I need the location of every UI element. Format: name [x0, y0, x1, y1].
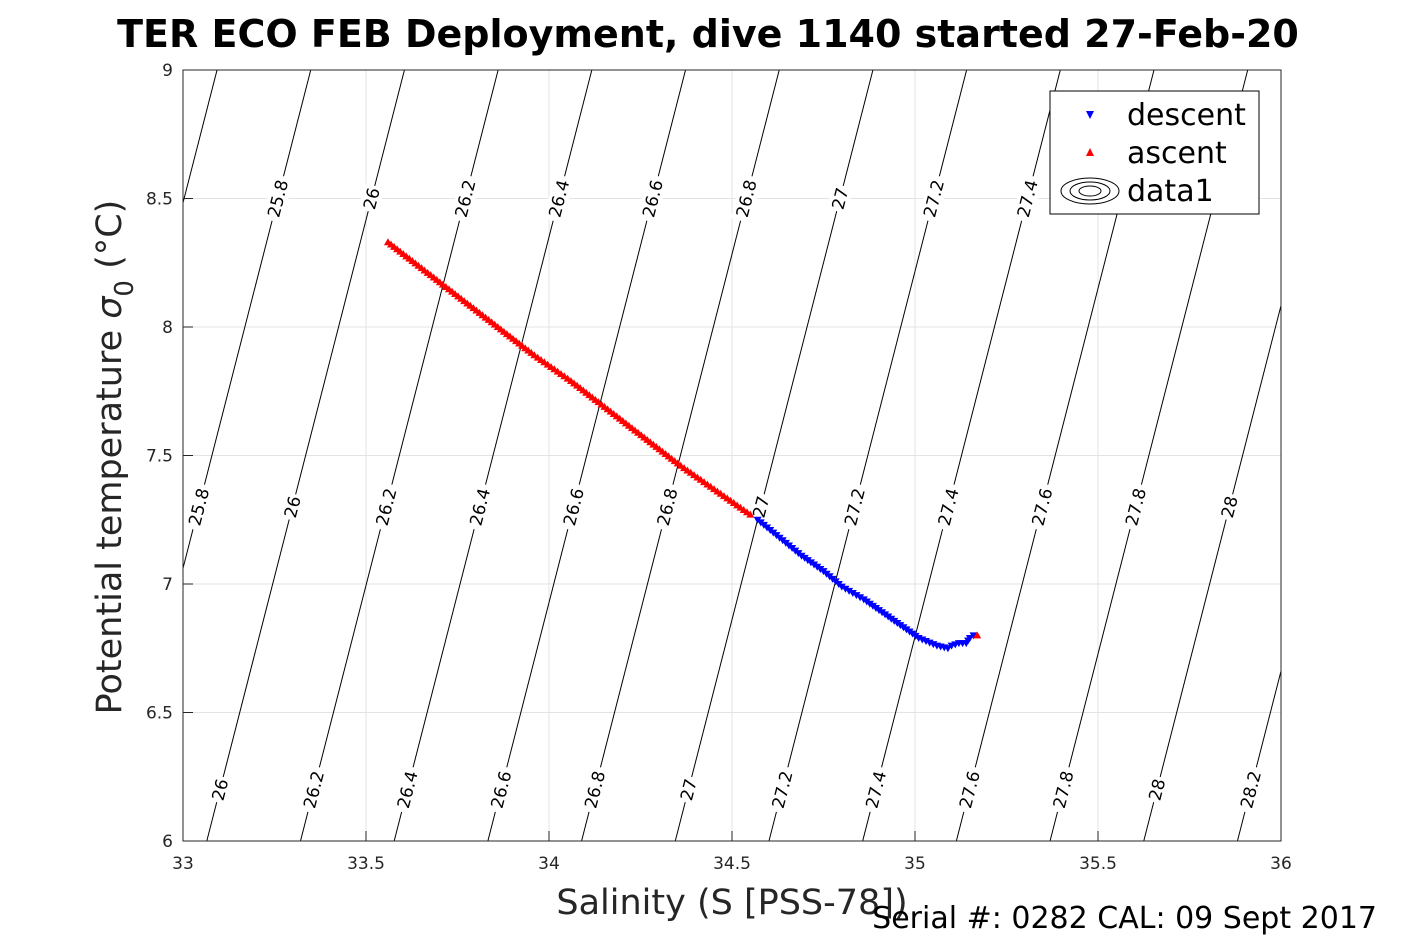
- contour-label-bg: [932, 482, 964, 532]
- contour-label-bg: [675, 774, 702, 805]
- contour-line: [1143, 303, 1281, 841]
- y-axis-label-sub: 0: [110, 280, 140, 297]
- contour-label-bg: [298, 764, 330, 815]
- legend-marker-contour: [1060, 177, 1120, 205]
- x-tick-label: 36: [1270, 854, 1292, 874]
- y-axis-label-main: Potential temperature: [90, 319, 130, 715]
- x-tick-label: 35: [904, 854, 926, 874]
- contour-label-bg: [279, 491, 306, 522]
- descent-marker: [837, 583, 846, 591]
- legend-label-descent: descent: [1127, 98, 1246, 133]
- contour-label-bg: [579, 764, 611, 815]
- contour-labels: 25.8 26 26.2 26.4 26.6 26.8 27 27.2 27.425.8 26 26…: [183, 173, 1267, 815]
- contour-label-bg: [860, 764, 892, 815]
- y-tick-label: 9: [162, 61, 173, 81]
- y-tick-label: 7: [162, 575, 173, 595]
- contour-label-bg: [1120, 482, 1152, 532]
- contour-label: 26: [279, 491, 306, 522]
- y-tick-label: 6.5: [146, 704, 173, 724]
- contour-label-bg: [464, 482, 496, 532]
- contour-label-bg: [558, 482, 589, 532]
- contour-line: [1331, 70, 1417, 841]
- contour-label-bg: [766, 764, 798, 815]
- contour-label-bg: [207, 774, 233, 805]
- contour-label-bg: [747, 491, 774, 522]
- x-axis-label: Salinity (S [PSS-78]): [556, 883, 907, 923]
- contour-label: 27.2: [766, 764, 798, 815]
- ascent-marker: [746, 510, 755, 518]
- contour-label-bg: [1216, 491, 1243, 522]
- contour-label-bg: [449, 173, 481, 224]
- contour-label-bg: [1144, 774, 1170, 805]
- contour-label: 26.4: [464, 482, 496, 532]
- contour-label-bg: [954, 764, 985, 815]
- axis-ticks: 33 33.5 34 34.5 35 35.5 36 6 6.5 7 7.5 8 8.5 9: [146, 61, 1292, 874]
- x-tick-label: 33.5: [347, 854, 385, 874]
- y-axis-label-unit: (°C): [90, 200, 130, 280]
- x-tick-label: 34.5: [713, 854, 751, 874]
- x-tick-label: 33: [172, 854, 194, 874]
- descent-marker: [852, 592, 861, 600]
- contour-label-bg: [1047, 764, 1079, 815]
- legend-marker-descent: [1086, 111, 1094, 119]
- contour-label-bg: [730, 173, 762, 224]
- contour-label-bg: [839, 482, 871, 532]
- contour-label-bg: [183, 482, 215, 532]
- descent-marker: [965, 634, 974, 642]
- y-tick-label: 6: [162, 832, 173, 852]
- y-axis-label: Potential temperature σ0 (°C): [90, 200, 140, 715]
- ascent-marker: [973, 631, 982, 639]
- contour-label: 26: [207, 774, 233, 805]
- serial-cal-footer: Serial #: 0282 CAL: 09 Sept 2017: [872, 901, 1377, 936]
- contour-label-bg: [1011, 173, 1043, 224]
- y-tick-label: 8.5: [146, 190, 173, 210]
- contour-label-bg: [358, 183, 385, 214]
- contour-label-bg: [918, 173, 950, 224]
- data-markers: [383, 238, 982, 653]
- x-tick-label: 34: [538, 854, 560, 874]
- chart-title: TER ECO FEB Deployment, dive 1140 starte…: [117, 12, 1299, 56]
- contour-label: 27: [747, 491, 774, 522]
- legend: descent ascent data1: [1049, 90, 1260, 215]
- descent-marker: [841, 585, 850, 593]
- legend-label-data1: data1: [1127, 174, 1214, 209]
- legend-box: [1049, 90, 1260, 215]
- descent-marker: [845, 587, 854, 595]
- y-tick-label: 8: [162, 318, 173, 338]
- descent-marker: [856, 594, 865, 602]
- descent-marker: [969, 632, 978, 640]
- contour-label-bg: [1235, 764, 1267, 815]
- contour-label-bg: [543, 173, 575, 224]
- contour-label: 27.4: [860, 764, 892, 815]
- contour-line: [1236, 669, 1281, 841]
- legend-label-ascent: ascent: [1127, 136, 1227, 171]
- contour-label-bg: [651, 482, 683, 532]
- contour-label-bg: [637, 173, 668, 224]
- contour-label-bg: [1026, 482, 1058, 532]
- contour-label-bg: [391, 764, 423, 815]
- y-tick-label: 7.5: [146, 447, 173, 467]
- contour-label-bg: [827, 183, 853, 214]
- contour-label-bg: [485, 764, 517, 815]
- descent-marker: [943, 645, 952, 653]
- contour-label-bg: [262, 173, 294, 224]
- legend-marker-ascent: [1086, 148, 1094, 156]
- y-axis-label-sigma: σ: [90, 295, 130, 319]
- x-tick-label: 35.5: [1079, 854, 1117, 874]
- contour-label: 26.6: [485, 764, 517, 815]
- contour-label-bg: [370, 482, 402, 532]
- descent-marker: [848, 589, 857, 597]
